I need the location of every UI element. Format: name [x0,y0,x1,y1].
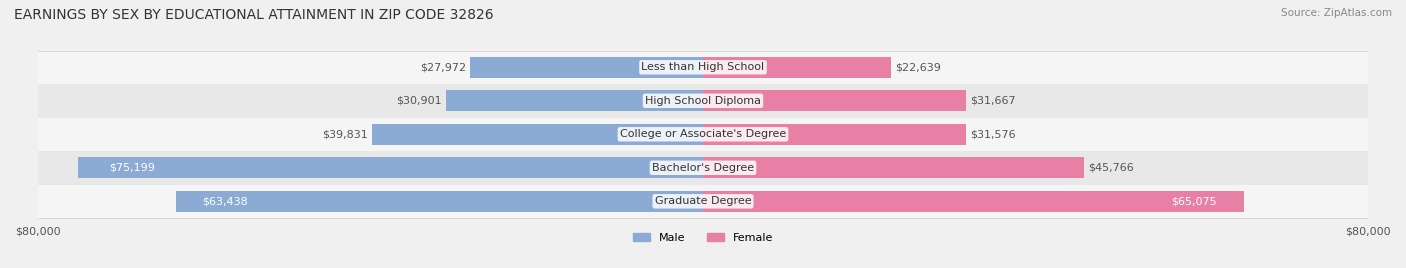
Bar [77,157,703,178]
Text: Graduate Degree: Graduate Degree [655,196,751,206]
Bar [38,151,1368,185]
Text: Less than High School: Less than High School [641,62,765,72]
Text: $65,075: $65,075 [1171,196,1218,206]
Text: $30,901: $30,901 [396,96,441,106]
Text: $45,766: $45,766 [1088,163,1133,173]
Bar [38,84,1368,118]
Text: $31,576: $31,576 [970,129,1015,139]
Bar [703,124,966,145]
Legend: Male, Female: Male, Female [628,228,778,247]
Text: College or Associate's Degree: College or Associate's Degree [620,129,786,139]
Bar [703,57,891,78]
Bar [703,191,1244,212]
Text: $22,639: $22,639 [896,62,941,72]
Text: $75,199: $75,199 [110,163,155,173]
Bar [176,191,703,212]
Text: $39,831: $39,831 [322,129,367,139]
Text: Source: ZipAtlas.com: Source: ZipAtlas.com [1281,8,1392,18]
Bar [446,90,703,111]
Bar [38,118,1368,151]
Text: $31,667: $31,667 [970,96,1017,106]
Bar [38,185,1368,218]
Bar [38,50,1368,84]
Text: $27,972: $27,972 [420,62,467,72]
Text: EARNINGS BY SEX BY EDUCATIONAL ATTAINMENT IN ZIP CODE 32826: EARNINGS BY SEX BY EDUCATIONAL ATTAINMEN… [14,8,494,22]
Bar [371,124,703,145]
Bar [471,57,703,78]
Text: Bachelor's Degree: Bachelor's Degree [652,163,754,173]
Text: $63,438: $63,438 [202,196,247,206]
Bar [703,90,966,111]
Bar [703,157,1084,178]
Text: High School Diploma: High School Diploma [645,96,761,106]
